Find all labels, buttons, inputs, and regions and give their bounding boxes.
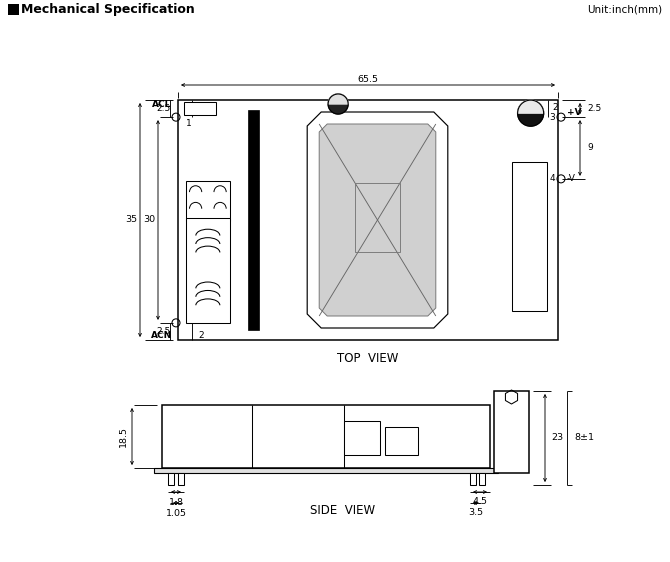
Text: 1.05: 1.05 [165, 509, 186, 518]
Bar [186, 217, 230, 323]
Bar [178, 100, 558, 340]
Text: ACN: ACN [151, 331, 173, 340]
Circle shape [328, 94, 348, 114]
Text: 2: 2 [198, 330, 204, 339]
Text: ACL: ACL [152, 100, 172, 109]
Text: 8±1: 8±1 [574, 433, 594, 442]
Text: 2: 2 [198, 102, 204, 111]
Bar [479, 473, 485, 485]
Bar [186, 181, 230, 221]
Text: -V: -V [567, 174, 576, 183]
Bar [355, 183, 400, 252]
Text: 35: 35 [125, 215, 137, 224]
Bar [178, 473, 184, 485]
Bar [344, 421, 380, 455]
Text: 4.5: 4.5 [472, 497, 488, 506]
Bar [168, 473, 174, 485]
Text: 65.5: 65.5 [358, 75, 379, 84]
Text: 30: 30 [143, 215, 155, 224]
Bar [494, 391, 529, 473]
Text: 3: 3 [549, 112, 555, 121]
Wedge shape [328, 94, 348, 104]
Bar [184, 102, 216, 115]
Bar [513, 162, 547, 311]
Text: Mechanical Specification: Mechanical Specification [21, 3, 195, 16]
Bar [470, 473, 476, 485]
Text: 3.5: 3.5 [468, 508, 484, 517]
Text: SIDE  VIEW: SIDE VIEW [310, 504, 375, 516]
Bar [385, 427, 418, 455]
Wedge shape [518, 100, 543, 113]
Text: 2.5: 2.5 [587, 104, 601, 113]
Text: 2: 2 [552, 102, 557, 111]
Text: 23: 23 [551, 433, 563, 442]
Text: 2.5: 2.5 [156, 104, 170, 113]
Polygon shape [319, 124, 436, 316]
Bar [154, 468, 498, 473]
Text: TOP  VIEW: TOP VIEW [337, 351, 399, 365]
Text: 2: 2 [186, 312, 192, 321]
Text: 18.5: 18.5 [119, 426, 127, 447]
Bar [8, 4, 19, 15]
Text: 9: 9 [587, 143, 593, 152]
Bar [249, 110, 259, 330]
Circle shape [518, 100, 543, 126]
Bar [162, 405, 490, 468]
Text: Unit:inch(mm): Unit:inch(mm) [587, 5, 662, 15]
Text: 4: 4 [549, 174, 555, 183]
Text: +V: +V [567, 108, 582, 117]
Text: 1: 1 [186, 119, 192, 128]
Text: 2.5: 2.5 [156, 327, 170, 336]
Text: 1.8: 1.8 [168, 498, 184, 507]
